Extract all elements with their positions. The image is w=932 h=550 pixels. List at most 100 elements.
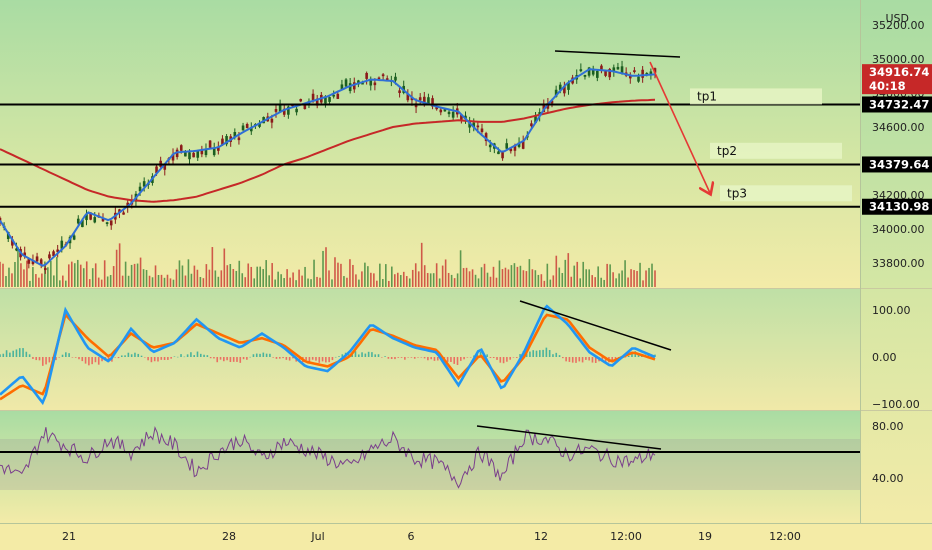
macd-histogram-bar	[453, 357, 456, 364]
volume-bar	[444, 259, 447, 287]
candle-body	[27, 258, 31, 264]
macd-histogram-bar	[486, 354, 488, 357]
macd-histogram-bar	[311, 357, 314, 360]
volume-bar	[385, 264, 387, 287]
volume-bar	[208, 269, 211, 287]
candle-body	[76, 218, 80, 224]
macd-histogram-bar	[430, 357, 432, 360]
volume-bar	[127, 275, 130, 287]
macd-histogram-bar	[41, 357, 44, 366]
volume-bar	[190, 273, 193, 287]
volume-bar	[492, 266, 495, 287]
price-tag	[862, 156, 932, 173]
volume-bar	[29, 280, 31, 287]
volume-bar	[591, 275, 593, 287]
macd-histogram-bar	[61, 354, 64, 357]
macd-histogram-bar	[318, 357, 321, 363]
volume-bar	[62, 275, 64, 287]
macd-histogram-bar	[282, 357, 284, 359]
rsi-pane[interactable]	[0, 411, 860, 523]
macd-histogram-bar	[489, 357, 492, 358]
volume-bar	[14, 261, 16, 287]
macd-histogram-bar	[555, 352, 558, 357]
macd-histogram-bar	[180, 354, 182, 357]
macd-histogram-bar	[71, 357, 74, 358]
macd-histogram-bar	[153, 357, 156, 362]
macd-histogram-bar	[456, 357, 459, 365]
candle-body	[155, 166, 158, 174]
candle-body	[258, 123, 261, 127]
candle-body	[89, 212, 92, 220]
volume-bar	[405, 276, 408, 287]
volume-bar	[91, 268, 94, 287]
macd-histogram-bar	[506, 357, 508, 362]
volume-bar	[292, 272, 294, 287]
volume-bar	[534, 270, 537, 287]
macd-histogram-bar	[38, 357, 41, 361]
volume-bar	[100, 279, 103, 287]
price-tag	[862, 96, 932, 113]
candle-body	[480, 128, 484, 133]
volume-bar	[316, 276, 318, 287]
candle-body	[204, 149, 208, 156]
macd-histogram-bar	[81, 357, 84, 362]
volume-bar	[471, 269, 474, 287]
volume-bar	[265, 260, 267, 287]
macd-histogram-bar	[120, 355, 123, 357]
volume-bar	[112, 266, 115, 287]
volume-bar	[157, 275, 160, 287]
macd-histogram-bar	[578, 357, 581, 362]
volume-bar	[352, 264, 354, 287]
candle-body	[427, 97, 430, 105]
candle-body	[591, 68, 595, 75]
macd-histogram-bar	[249, 356, 251, 358]
candle-body	[44, 268, 47, 271]
volume-bar	[79, 264, 82, 287]
volume-bar	[211, 247, 214, 287]
macd-histogram-bar	[548, 350, 551, 357]
candle-body	[348, 83, 352, 92]
volume-bar	[355, 274, 357, 287]
candle-body	[365, 72, 368, 79]
macd-histogram-bar	[367, 351, 370, 357]
price-tag	[862, 64, 932, 95]
volume-bar	[97, 277, 100, 287]
volume-bar	[169, 278, 172, 287]
volume-bar	[343, 276, 345, 287]
volume-bar	[501, 269, 504, 287]
candle-body	[497, 151, 500, 155]
candle-body	[81, 219, 84, 228]
volume-bar	[160, 274, 163, 287]
volume-bar	[184, 275, 187, 287]
candle-body	[101, 217, 105, 222]
candle-body	[542, 103, 546, 113]
candle-body	[530, 123, 533, 127]
macd-histogram-bar	[446, 357, 449, 362]
candle-body	[270, 118, 274, 123]
macd-histogram-bar	[384, 356, 386, 357]
volume-bar	[513, 263, 516, 287]
volume-bar	[53, 275, 55, 287]
candle-body	[303, 105, 307, 110]
macd-histogram-bar	[275, 357, 278, 359]
time-tick-label: 6	[408, 530, 415, 543]
volume-bar	[328, 270, 330, 287]
macd-histogram-bar	[436, 357, 439, 361]
macd-histogram-bar	[265, 353, 268, 357]
volume-bar	[507, 269, 510, 287]
macd-histogram-bar	[229, 357, 232, 363]
candle-body	[554, 89, 558, 97]
candle-body	[423, 96, 426, 103]
candle-body	[105, 222, 109, 224]
macd-histogram-bar	[114, 357, 117, 358]
volume-bar	[11, 273, 13, 287]
candle-body	[587, 67, 591, 76]
macd-histogram-bar	[433, 357, 436, 361]
macd-histogram-bar	[157, 357, 159, 362]
rsi-tick-label: 40.00	[872, 472, 904, 485]
volume-bar	[238, 260, 241, 287]
candle-body	[521, 140, 525, 149]
time-axis-panel[interactable]	[0, 523, 932, 550]
